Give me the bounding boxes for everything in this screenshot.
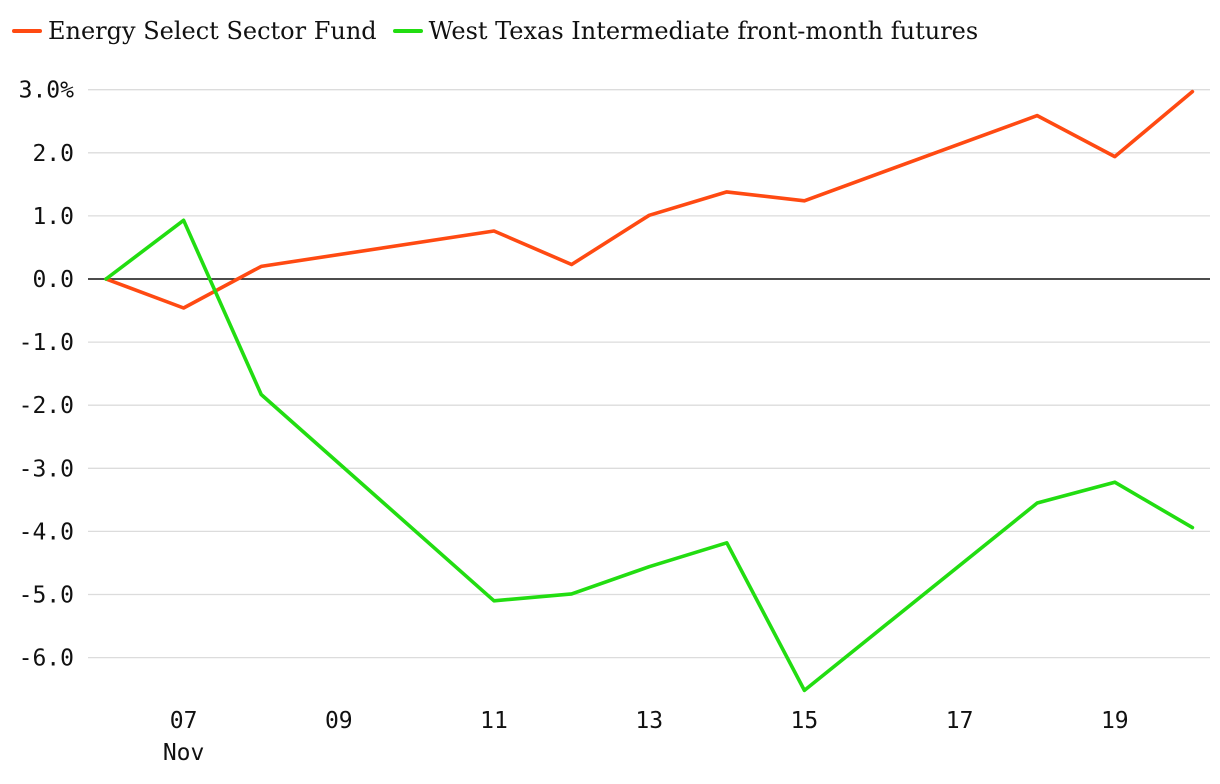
x-axis-tick-labels: 07 Nov 09 11 13 15 17 19 xyxy=(163,708,1129,766)
y-tick-label: -2.0 xyxy=(19,393,74,419)
x-tick-label: 17 xyxy=(946,708,974,734)
x-tick-label: 09 xyxy=(325,708,353,734)
y-tick-label: -4.0 xyxy=(19,519,74,545)
legend-item-energy-select-sector-fund: Energy Select Sector Fund xyxy=(12,17,377,45)
legend-label-wti: West Texas Intermediate front-month futu… xyxy=(428,17,979,45)
y-tick-label: -6.0 xyxy=(19,646,74,672)
y-tick-label: 3.0% xyxy=(19,78,75,104)
y-tick-label: -3.0 xyxy=(19,456,74,482)
legend-swatch-energy xyxy=(12,29,42,33)
legend-item-wti-futures: West Texas Intermediate front-month futu… xyxy=(392,17,979,45)
x-tick-label: 11 xyxy=(480,708,508,734)
x-tick-label: 15 xyxy=(791,708,819,734)
series-line-wti-futures xyxy=(104,218,1195,693)
series-lines xyxy=(104,89,1195,693)
chart-legend: Energy Select Sector Fund West Texas Int… xyxy=(12,14,978,48)
legend-label-energy: Energy Select Sector Fund xyxy=(48,17,377,45)
y-tick-label: 2.0 xyxy=(32,141,74,167)
y-tick-label: -1.0 xyxy=(19,330,74,356)
y-tick-label: -5.0 xyxy=(19,583,74,609)
x-tick-label: 07 xyxy=(170,708,198,734)
x-tick-label: 19 xyxy=(1101,708,1129,734)
legend-swatch-wti xyxy=(392,29,423,33)
y-axis-tick-labels: 3.0% 2.0 1.0 0.0 -1.0 -2.0 -3.0 -4.0 -5.0 -6.0 xyxy=(19,78,75,672)
series-line-energy-select-sector-fund xyxy=(104,89,1195,310)
x-tick-sublabel: Nov xyxy=(163,740,205,766)
y-tick-label: 1.0 xyxy=(32,204,74,230)
grid-lines xyxy=(88,89,1210,659)
x-tick-label: 13 xyxy=(635,708,663,734)
y-tick-label: 0.0 xyxy=(32,267,74,293)
